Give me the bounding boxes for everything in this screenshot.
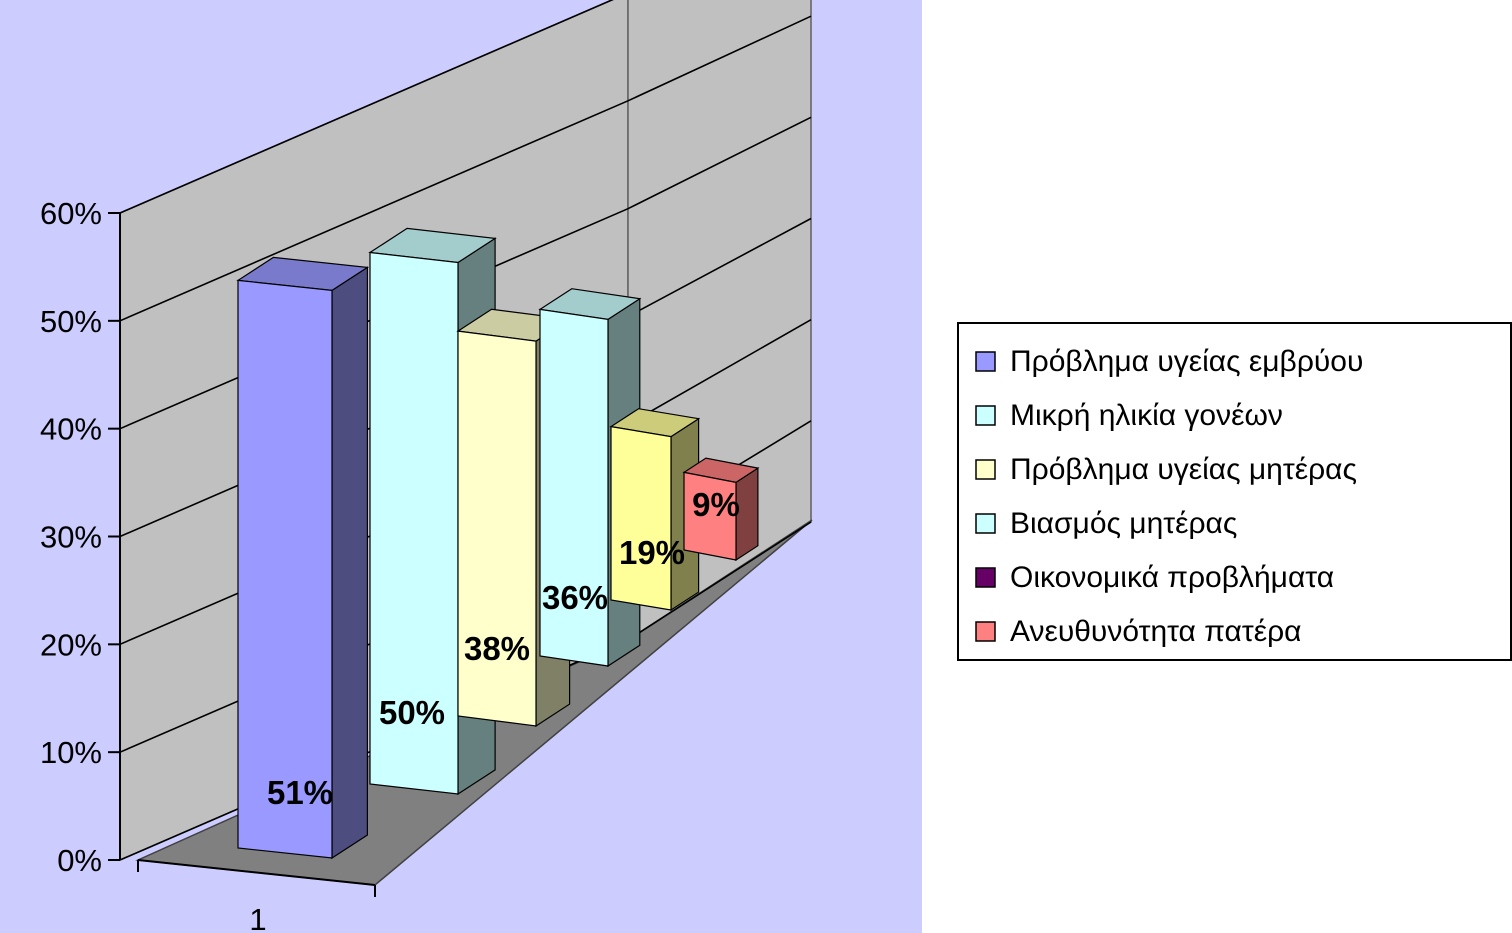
y-tick-label: 40% <box>40 412 102 447</box>
legend-entry-label: Πρόβλημα υγείας εμβρύου <box>1010 345 1363 378</box>
legend-entry-label: Πρόβλημα υγείας μητέρας <box>1010 453 1357 486</box>
y-tick-label: 60% <box>40 196 102 231</box>
gridline <box>119 0 614 214</box>
gridline <box>119 15 812 322</box>
bar-front-face <box>237 279 333 859</box>
bar <box>682 457 760 562</box>
y-tick-label: 30% <box>40 520 102 555</box>
data-label: 50% <box>379 694 445 731</box>
bar-front-face <box>610 425 672 611</box>
bar-front-face <box>369 251 459 795</box>
bar-front-face <box>539 308 609 667</box>
data-label: 9% <box>692 486 740 523</box>
legend-entry-label: Βιασμός μητέρας <box>1010 507 1237 540</box>
x-axis-line <box>137 859 376 886</box>
legend-swatch <box>975 513 996 534</box>
bar <box>236 256 370 860</box>
legend-entry-label: Ανευθυνότητα πατέρα <box>1010 615 1302 648</box>
legend-swatch <box>975 405 996 426</box>
legend-entry-label: Οικονομικά προβλήματα <box>1010 561 1334 594</box>
legend-swatch <box>975 459 996 480</box>
y-tick-label: 0% <box>57 843 102 878</box>
bar-side-face <box>331 266 368 860</box>
y-tick-label: 50% <box>40 304 102 339</box>
data-label: 38% <box>464 630 530 667</box>
data-label: 19% <box>619 534 685 571</box>
legend-swatch <box>975 567 996 588</box>
y-tick-label: 10% <box>40 735 102 770</box>
legend-box <box>957 322 1512 661</box>
y-tick-label: 20% <box>40 627 102 662</box>
bar-front-face <box>683 471 737 561</box>
legend-swatch <box>975 351 996 372</box>
x-category-label: 1 <box>249 902 266 933</box>
bar <box>609 408 701 612</box>
data-label: 51% <box>267 774 333 811</box>
legend-swatch <box>975 621 996 642</box>
bar-front-face <box>457 330 537 727</box>
data-label: 36% <box>542 579 608 616</box>
legend-entry-label: Μικρή ηλικία γονέων <box>1010 399 1283 432</box>
